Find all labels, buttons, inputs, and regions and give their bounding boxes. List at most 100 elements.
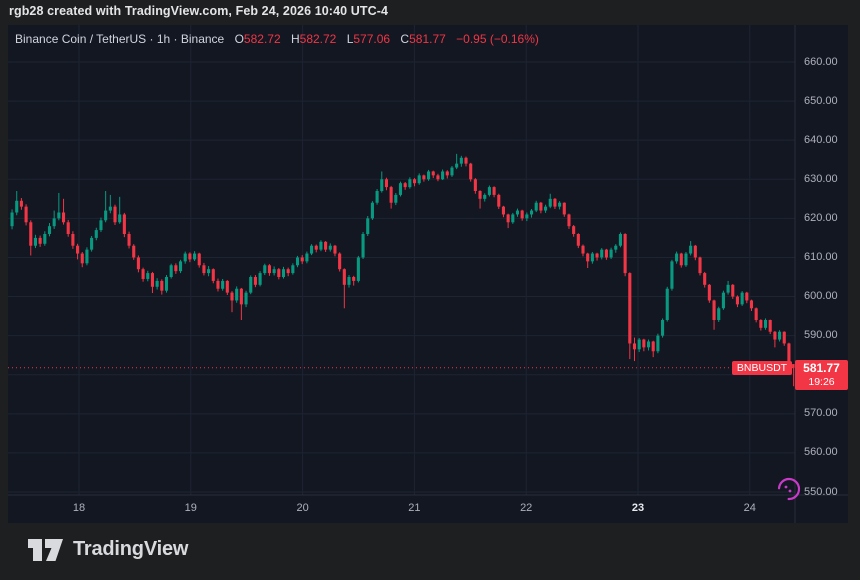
candle-body	[576, 234, 580, 246]
candle-body	[253, 277, 257, 285]
candle-body	[464, 157, 468, 164]
candle-body	[455, 163, 459, 168]
candle-body	[71, 234, 75, 246]
candle-body	[258, 273, 262, 285]
candlestick-chart[interactable]	[8, 25, 848, 523]
candle-body	[52, 218, 56, 227]
candle-body	[675, 253, 679, 262]
candle-body	[300, 257, 304, 262]
candle-body	[511, 214, 515, 223]
candle-body	[642, 339, 646, 348]
candle-body	[586, 253, 590, 262]
candle-body	[15, 200, 19, 213]
candle-body	[427, 171, 431, 180]
candle-body	[263, 265, 267, 274]
price-axis-label: 650.00	[804, 94, 838, 107]
candle-body	[328, 245, 332, 250]
candle-body	[417, 175, 421, 184]
candle-body	[160, 280, 164, 291]
candle-body	[581, 245, 585, 254]
candle-body	[595, 253, 599, 258]
time-axis-label: 22	[520, 502, 533, 514]
candle-body	[609, 249, 613, 258]
candle-body	[398, 183, 403, 195]
legend-close: C581.77	[400, 32, 446, 46]
emoji-bubble-icon[interactable]	[776, 476, 802, 502]
candle-body	[104, 210, 108, 221]
candle-body	[749, 300, 754, 309]
candle-body	[370, 202, 374, 219]
candle-body	[707, 284, 711, 301]
candle-body	[614, 245, 618, 250]
candle-body	[244, 292, 248, 305]
candle-body	[347, 277, 351, 285]
candle-body	[118, 214, 122, 223]
candle-body	[492, 187, 496, 195]
candle-body	[600, 249, 604, 258]
candle-body	[141, 269, 145, 279]
candle-body	[352, 277, 356, 281]
price-axis-label: 640.00	[804, 133, 838, 146]
header-title: rgb28 created with TradingView.com, Feb …	[9, 4, 389, 18]
candle-body	[342, 269, 346, 285]
candle-body	[745, 292, 749, 301]
candle-body	[90, 237, 94, 250]
candle-body	[122, 214, 126, 234]
candle-body	[450, 167, 454, 176]
candle-body	[310, 245, 314, 254]
candle-body	[656, 335, 660, 352]
chart-panel[interactable]: Binance Coin / TetherUS · 1h · Binance O…	[8, 25, 848, 523]
candle-body	[515, 210, 520, 215]
candle-body	[792, 364, 796, 368]
time-axis-label: 23	[631, 502, 645, 514]
candle-body	[272, 269, 276, 274]
candle-body	[487, 187, 491, 195]
candle-body	[679, 253, 683, 266]
candle-body	[19, 200, 23, 207]
candle-body	[459, 157, 463, 164]
candle-body	[754, 308, 758, 320]
candle-body	[230, 292, 234, 301]
time-axis-label: 18	[72, 502, 86, 514]
candle-body	[412, 179, 417, 184]
candle-body	[567, 214, 571, 227]
candle-body	[380, 179, 384, 191]
legend-high: H582.72	[290, 32, 337, 46]
last-price-value: 581.77	[803, 361, 840, 375]
candle-body	[384, 179, 388, 188]
legend-symbol-title[interactable]: Binance Coin / TetherUS · 1h · Binance	[15, 32, 225, 46]
candle-body	[305, 253, 309, 262]
candle-body	[10, 212, 14, 227]
candle-body	[773, 331, 777, 340]
candle-body	[548, 198, 552, 207]
candle-body	[501, 206, 505, 215]
time-axis-label: 24	[743, 502, 756, 514]
candle-body	[735, 296, 739, 305]
candle-body	[164, 277, 169, 291]
candle-body	[562, 202, 566, 215]
candle-body	[778, 331, 782, 340]
candle-body	[628, 273, 632, 344]
candle-body	[651, 341, 655, 352]
candle-body	[295, 257, 300, 266]
candle-body	[174, 265, 178, 272]
candle-body	[759, 320, 763, 328]
candle-body	[740, 292, 744, 305]
candle-body	[361, 234, 365, 258]
candle-body	[183, 253, 187, 262]
candle-body	[445, 171, 449, 176]
candle-body	[57, 212, 61, 219]
tradingview-logo[interactable]: TradingView	[28, 538, 188, 561]
candle-body	[431, 171, 435, 176]
candle-body	[47, 226, 52, 234]
candle-body	[221, 280, 225, 289]
candle-body	[534, 202, 538, 211]
candle-body	[375, 191, 379, 203]
price-axis-label: 620.00	[804, 211, 838, 224]
candle-body	[665, 288, 669, 320]
candle-body	[239, 288, 243, 305]
candle-body	[768, 320, 772, 332]
candle-body	[787, 343, 791, 365]
candle-body	[178, 261, 183, 272]
tradingview-logo-icon	[28, 538, 63, 561]
